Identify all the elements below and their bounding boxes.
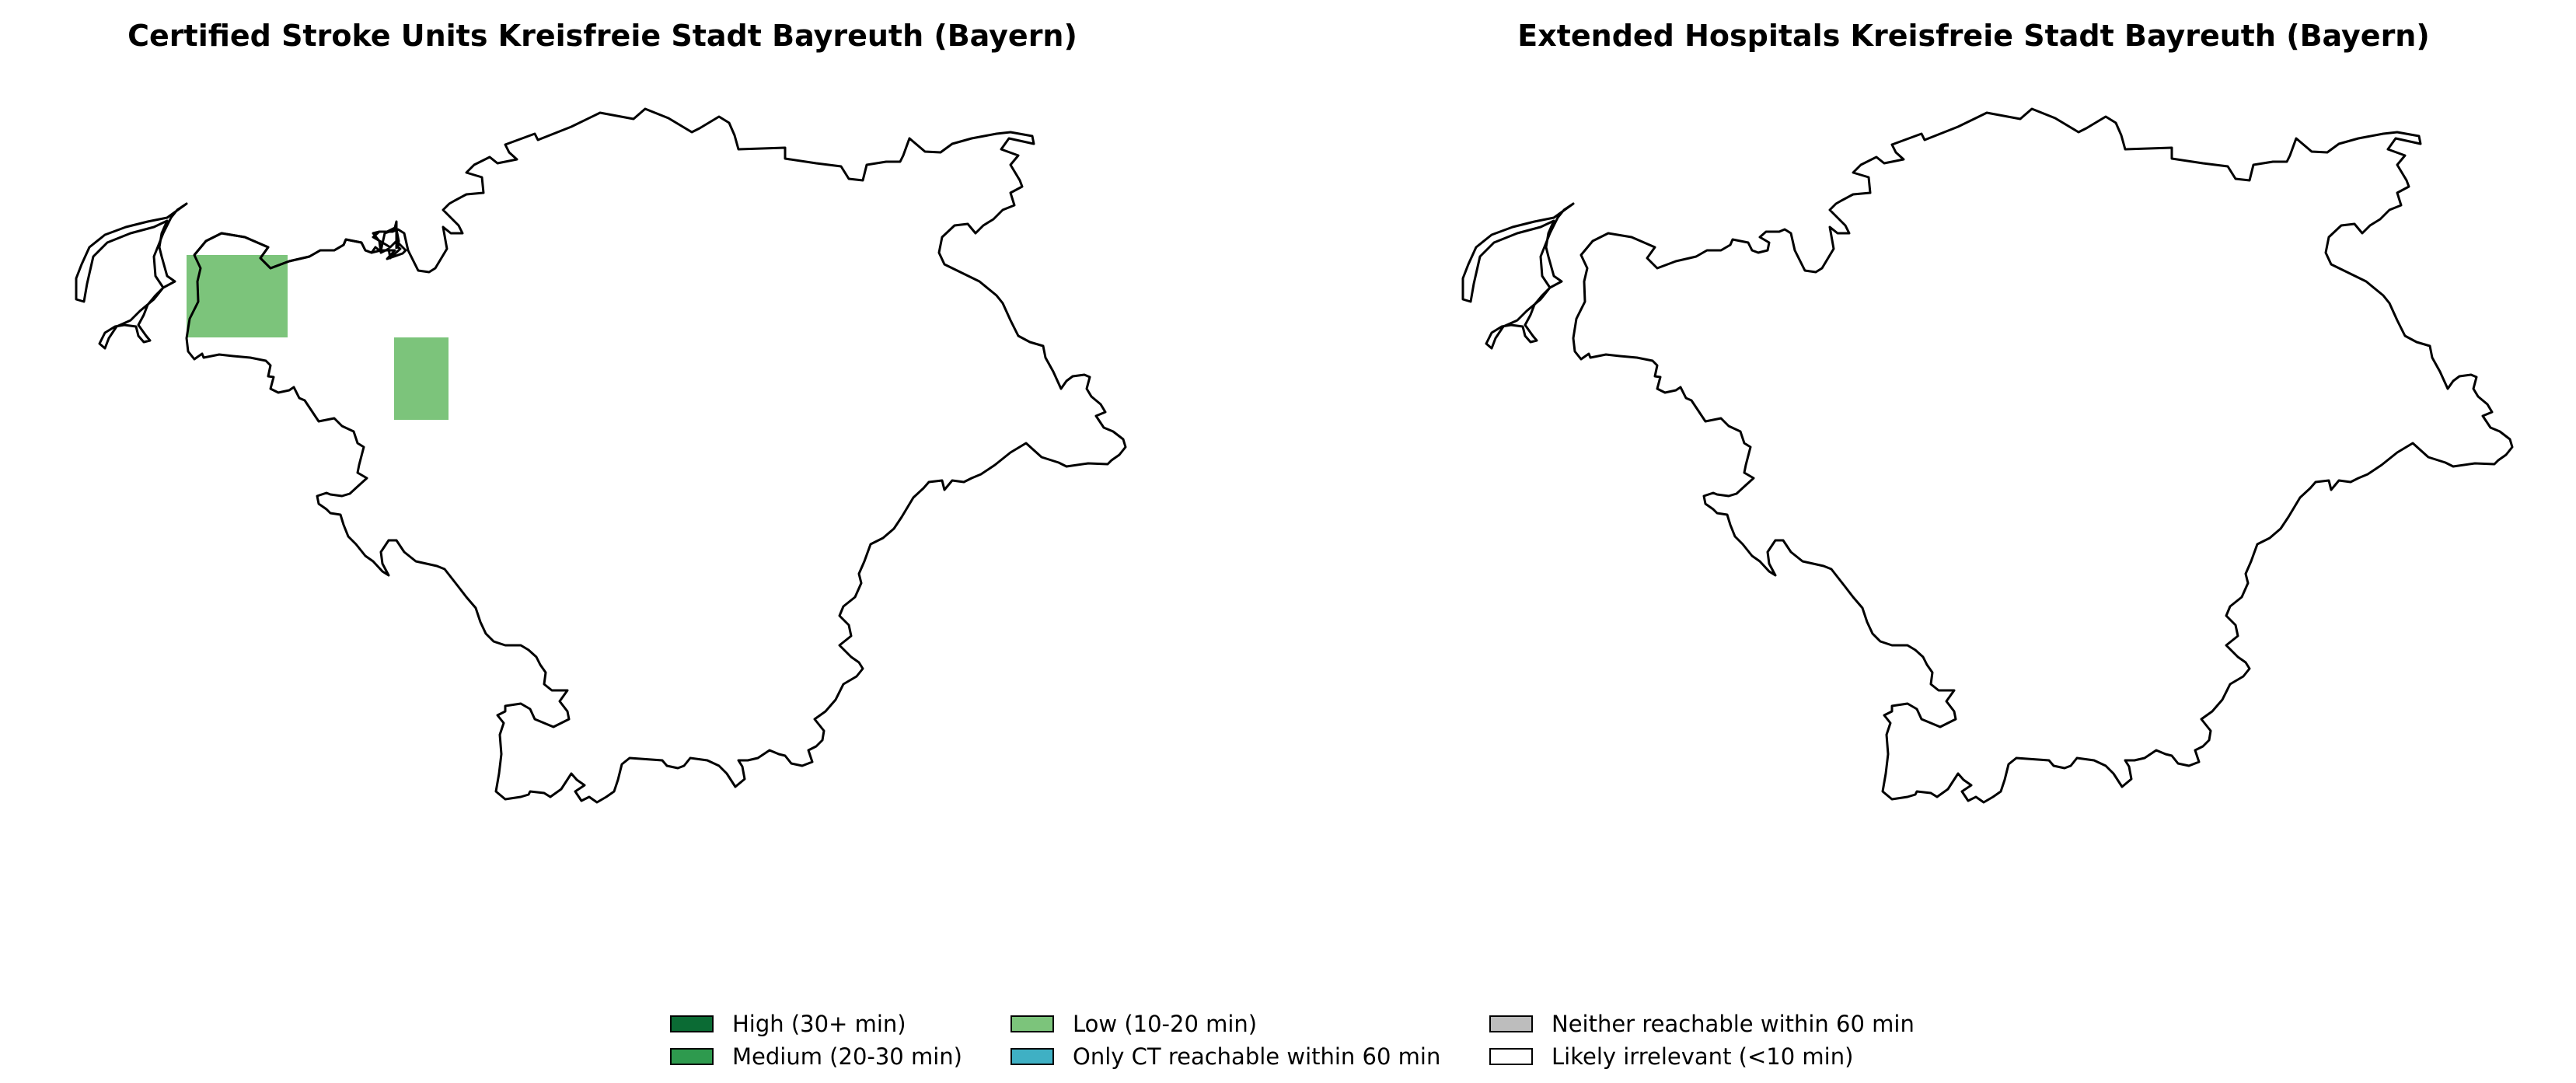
legend-item-low: Low (10-20 min): [1011, 1008, 1257, 1040]
low-cell: [394, 337, 449, 420]
legend-label: Likely irrelevant (<10 min): [1552, 1043, 1854, 1070]
bayreuth-outline: [1461, 202, 1575, 350]
bayreuth-outline: [75, 202, 188, 350]
left-map-title: Certified Stroke Units Kreisfreie Stadt …: [127, 19, 1077, 53]
legend-swatch: [670, 1015, 714, 1032]
legend-label: High (30+ min): [732, 1011, 906, 1037]
legend-item-high: High (30+ min): [670, 1008, 906, 1040]
legend: High (30+ min) Medium (20-30 min) Low (1…: [670, 1008, 1991, 1078]
legend-item-neither: Neither reachable within 60 min: [1489, 1008, 1915, 1040]
legend-swatch: [1489, 1015, 1533, 1032]
right-map-title: Extended Hospitals Kreisfreie Stadt Bayr…: [1517, 19, 2430, 53]
legend-item-only-ct: Only CT reachable within 60 min: [1011, 1040, 1440, 1073]
legend-item-irrelevant: Likely irrelevant (<10 min): [1489, 1040, 1853, 1073]
legend-label: Only CT reachable within 60 min: [1073, 1043, 1441, 1070]
legend-label: Low (10-20 min): [1073, 1011, 1258, 1037]
right-map: [1461, 107, 2514, 804]
left-map: [75, 107, 1127, 804]
legend-swatch: [1489, 1048, 1533, 1065]
legend-label: Medium (20-30 min): [732, 1043, 962, 1070]
legend-swatch: [1011, 1048, 1054, 1065]
legend-item-medium: Medium (20-30 min): [670, 1040, 962, 1073]
legend-swatch: [1011, 1015, 1054, 1032]
legend-label: Neither reachable within 60 min: [1552, 1011, 1915, 1037]
bayreuth-outline: [185, 107, 1127, 804]
legend-swatch: [670, 1048, 714, 1065]
bayreuth-outline: [1572, 107, 2514, 804]
